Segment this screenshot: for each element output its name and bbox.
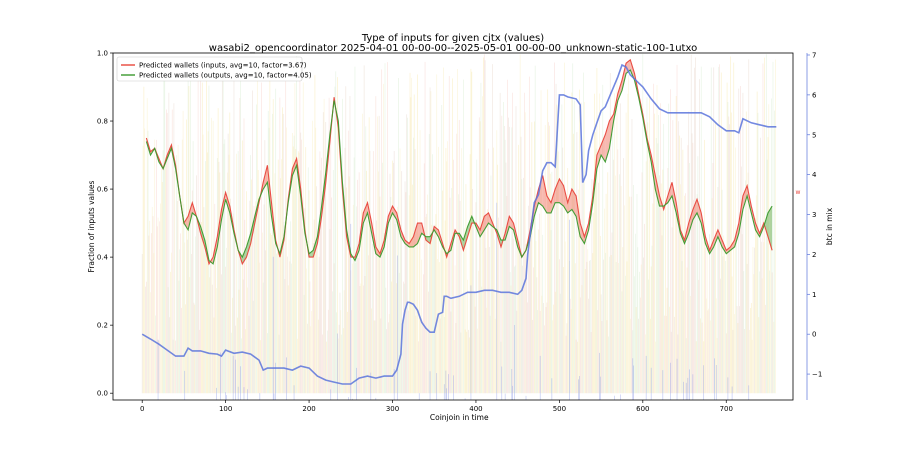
x-tick-label: 100: [219, 405, 232, 413]
difference-fill: [309, 250, 314, 258]
difference-fill: [542, 175, 547, 213]
difference-fill: [242, 246, 247, 264]
difference-fill: [509, 216, 514, 230]
legend-box: [116, 56, 303, 82]
x-tick-label: 300: [386, 405, 399, 413]
series-line-2: [141, 63, 777, 385]
difference-fill: [405, 240, 410, 247]
plot-frame: [112, 52, 794, 401]
y-tick-label: 0.6: [97, 186, 109, 194]
difference-fill: [546, 195, 552, 213]
difference-fill: [621, 63, 627, 91]
y2-tick-label: 6: [812, 91, 817, 99]
x-tick-label: 500: [553, 405, 566, 413]
y2-axis-label: btc in mix: [825, 207, 834, 245]
difference-fill: [183, 216, 189, 230]
y-axis-label: Fraction of inputs values: [87, 180, 96, 272]
difference-fill: [413, 223, 418, 247]
y2-tick-label: 0: [812, 331, 816, 339]
difference-fill: [697, 199, 702, 224]
difference-fill: [555, 178, 560, 203]
difference-fill: [246, 233, 251, 258]
y-tick-label: 0.4: [97, 254, 109, 262]
difference-fill: [538, 175, 543, 207]
difference-fill: [563, 185, 568, 213]
difference-fill: [717, 229, 723, 247]
difference-fill: [567, 189, 572, 213]
difference-fill: [425, 236, 431, 244]
x-tick-label: 700: [720, 405, 733, 413]
series-line-0: [145, 58, 773, 266]
difference-fill: [392, 206, 397, 220]
difference-fill: [463, 226, 468, 251]
difference-fill: [363, 202, 368, 224]
difference-fill: [388, 206, 393, 224]
chart-title: Type of inputs for given cjtx (values): [361, 33, 544, 44]
x-axis-label: Coinjoin in time: [430, 413, 489, 422]
series-lines: [141, 58, 777, 385]
y2-tick-label: 4: [812, 171, 817, 179]
legend-label: Predicted wallets (outputs, avg=10, fact…: [139, 72, 312, 80]
y-tick-label: 0.0: [97, 390, 108, 398]
difference-fill: [484, 212, 489, 230]
difference-fill: [601, 134, 606, 162]
difference-fill: [559, 178, 564, 207]
difference-fill: [605, 121, 610, 162]
difference-fill: [726, 246, 731, 254]
difference-fill: [764, 212, 768, 237]
y-tick-label: 1.0: [97, 50, 108, 58]
axes: 0 100 200 300 400 500 600 700 0.0 0.2 0.4 0.6 0.8 1.0…: [97, 50, 822, 414]
y-tick-label: 0.2: [97, 322, 108, 330]
difference-fill: [742, 185, 748, 210]
background-bars: [141, 53, 776, 400]
chart-subtitle: wasabi2_opencoordinator 2025-04-01 00-00…: [209, 43, 697, 54]
difference-fill: [292, 158, 297, 176]
legend-label: Predicted wallets (inputs, avg=10, facto…: [139, 62, 307, 70]
x-tick-label: 400: [469, 405, 482, 413]
y2-tick-label: 3: [812, 211, 816, 219]
y2-tick-label: −1: [812, 371, 822, 379]
difference-fill: [417, 223, 422, 244]
right-edge-marker: w: [796, 189, 801, 196]
x-tick-label: 0: [140, 405, 144, 413]
series-line-1: [145, 69, 773, 265]
x-tick-label: 600: [636, 405, 649, 413]
difference-fill: [596, 144, 602, 169]
difference-fill: [571, 189, 577, 217]
difference-fill: [688, 209, 693, 234]
difference-fill: [551, 189, 556, 213]
x-tick-label: 200: [302, 405, 315, 413]
legend: Predicted wallets (inputs, avg=10, facto…: [116, 56, 312, 82]
y2-tick-label: 2: [812, 251, 816, 259]
difference-fill: [188, 202, 193, 230]
y2-tick-label: 5: [812, 131, 816, 139]
difference-fill: [713, 229, 718, 247]
y-tick-label: 0.8: [97, 118, 108, 126]
y2-tick-label: 7: [812, 51, 816, 59]
y2-tick-label: 1: [812, 291, 816, 299]
